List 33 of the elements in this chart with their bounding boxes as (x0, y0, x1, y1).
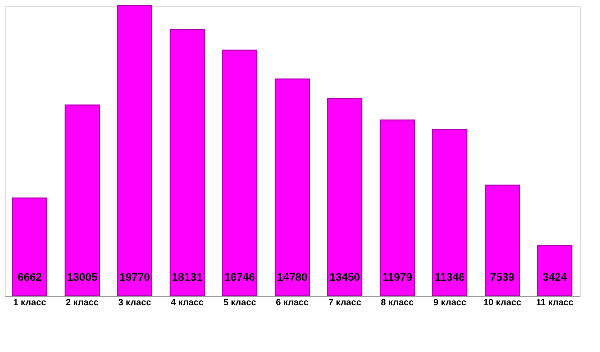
data-label: 14780 (277, 272, 308, 284)
bar (274, 78, 310, 296)
data-label: 13005 (67, 272, 98, 284)
bar (484, 184, 520, 296)
data-label: 3424 (542, 272, 568, 284)
bar (432, 129, 468, 296)
x-tick-label: 7 класс (328, 298, 362, 308)
x-tick-label: 4 класс (171, 298, 204, 308)
bar (222, 50, 258, 296)
bar (12, 198, 48, 296)
bar (64, 104, 100, 296)
x-tick-label: 3 класс (118, 298, 152, 308)
bar (327, 98, 363, 296)
x-tick-label: 6 класс (276, 298, 309, 308)
x-tick-label: 8 класс (381, 298, 414, 308)
x-tick-label: 2 класс (66, 298, 99, 308)
x-tick-label: 11 класс (536, 298, 574, 308)
data-label: 11346 (435, 272, 466, 284)
data-label: 19770 (120, 272, 150, 284)
data-label: 11979 (382, 272, 413, 284)
x-tick-label: 9 класс (434, 298, 466, 308)
data-label: 13450 (330, 272, 360, 284)
data-label: 16746 (224, 272, 256, 284)
x-tick-label: 1 класс (14, 298, 46, 308)
bar (170, 30, 206, 296)
bar (380, 120, 416, 296)
data-label: 18131 (172, 272, 203, 284)
data-label: 7539 (490, 272, 515, 284)
x-tick-label: 10 класс (484, 298, 522, 308)
bar (117, 6, 153, 296)
x-tick-label: 5 класс (224, 298, 256, 308)
bar (537, 245, 573, 296)
data-label: 6662 (18, 272, 42, 284)
